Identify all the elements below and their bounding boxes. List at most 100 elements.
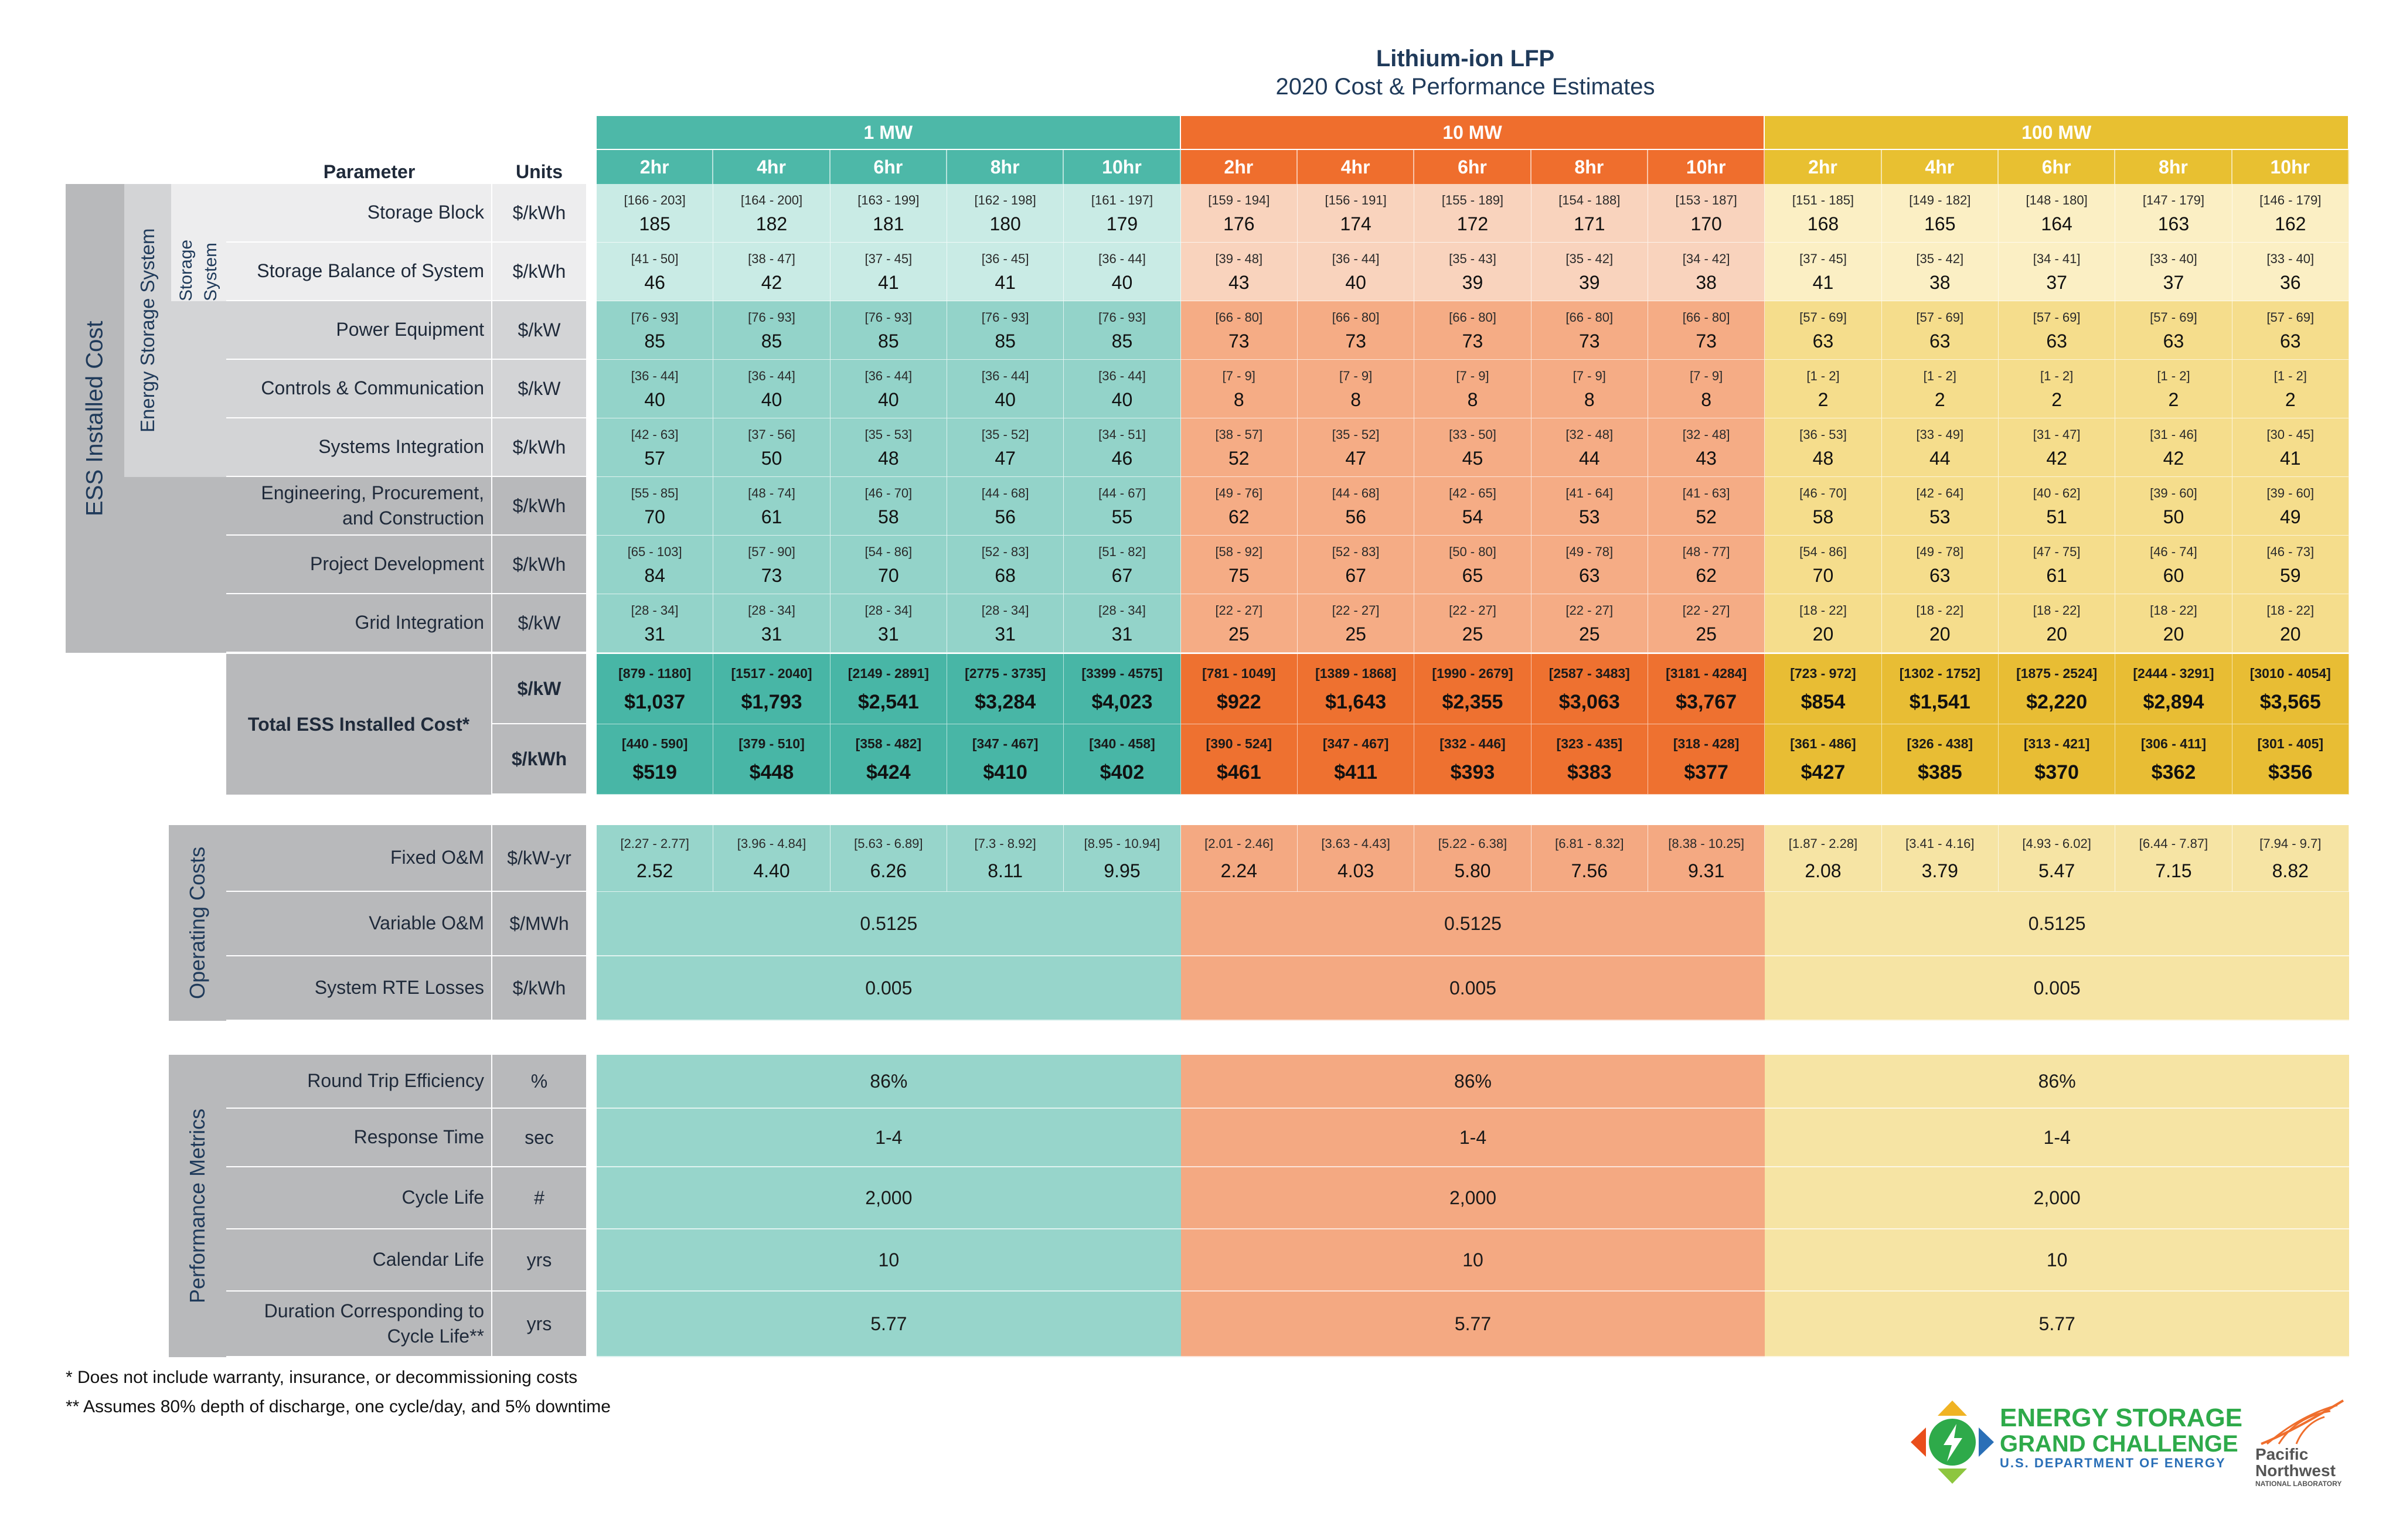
total-value-text: $2,355 <box>1442 691 1503 713</box>
total-value-text: $410 <box>983 761 1027 783</box>
range-text: [163 - 199] <box>857 192 920 207</box>
merged-value: 86% <box>597 1055 1181 1109</box>
unit-label: $/kWh <box>492 184 586 243</box>
value-text: 40 <box>644 389 665 411</box>
table-cell: [46 - 70] 58 <box>830 477 947 536</box>
unit-label: $/kW-yr <box>492 825 586 892</box>
table-cell: [57 - 69] 63 <box>2115 301 2232 360</box>
table-cell: [33 - 50] 45 <box>1414 418 1531 477</box>
range-text: [42 - 63] <box>631 427 679 442</box>
range-text: [36 - 44] <box>1332 251 1380 266</box>
range-text: [36 - 44] <box>631 368 679 383</box>
total-range-text: [1990 - 2679] <box>1432 666 1513 681</box>
range-text: [36 - 44] <box>1098 251 1146 266</box>
value-text: 31 <box>1111 624 1133 645</box>
duration-header: 10hr <box>1648 150 1765 184</box>
value-text: 179 <box>1106 213 1138 235</box>
table-cell: [76 - 93] 85 <box>713 301 831 360</box>
duration-header: 6hr <box>1414 150 1531 184</box>
total-range-text: [379 - 510] <box>738 736 805 751</box>
total-range-text: [390 - 524] <box>1206 736 1272 751</box>
range-text: [35 - 53] <box>865 427 913 442</box>
total-value-text: $385 <box>1917 761 1962 783</box>
total-cell: [1517 - 2040] $1,793 <box>713 654 831 724</box>
range-text: [7 - 9] <box>1573 368 1606 383</box>
table-cell: [28 - 34] 31 <box>830 594 947 653</box>
value-text: 41 <box>878 272 899 294</box>
table-cell: [28 - 34] 31 <box>1064 594 1181 653</box>
total-range-text: [318 - 428] <box>1673 736 1740 751</box>
value-text: 8.11 <box>988 860 1023 881</box>
unit-label: % <box>492 1055 586 1109</box>
range-text: [42 - 65] <box>1449 485 1496 500</box>
total-value-text: $356 <box>2268 761 2313 783</box>
value-text: 48 <box>878 448 899 469</box>
range-text: [36 - 44] <box>981 368 1029 383</box>
range-text: [33 - 49] <box>1916 427 1964 442</box>
range-text: [5.22 - 6.38] <box>1438 836 1507 851</box>
total-range-text: [301 - 405] <box>2257 736 2324 751</box>
table-cell: [66 - 80] 73 <box>1297 301 1415 360</box>
parameter-label: Storage Balance of System <box>226 243 492 301</box>
range-text: [18 - 22] <box>2266 602 2315 618</box>
range-text: [54 - 86] <box>865 544 913 559</box>
operating-costs-label: Operating Costs <box>185 846 209 1000</box>
value-text: 54 <box>1462 506 1483 528</box>
mw-group-header: 10 MW <box>1180 116 1765 149</box>
range-text: [28 - 34] <box>1098 602 1146 618</box>
table-cell: [35 - 42] 39 <box>1531 243 1648 301</box>
table-cell: [36 - 45] 41 <box>947 243 1064 301</box>
parameter-label: Grid Integration <box>226 594 492 653</box>
value-text: 40 <box>1345 272 1366 294</box>
total-value-text: $427 <box>1801 761 1846 783</box>
total-cell: [379 - 510] $448 <box>713 724 831 795</box>
table-cell: [36 - 44] 40 <box>713 360 831 418</box>
table-cell: [1 - 2] 2 <box>2232 360 2349 418</box>
total-value-text: $3,284 <box>975 691 1036 713</box>
range-text: [39 - 60] <box>2150 485 2197 500</box>
value-text: 48 <box>1812 448 1834 469</box>
table-cell: [57 - 69] 63 <box>1998 301 2116 360</box>
merged-value: 1-4 <box>1180 1109 1765 1167</box>
total-range-text: [358 - 482] <box>855 736 922 751</box>
esgc-emblem-icon <box>1911 1401 1994 1484</box>
table-cell: [146 - 179] 162 <box>2232 184 2349 243</box>
value-text: 44 <box>1929 448 1951 469</box>
range-text: [1 - 2] <box>1923 368 1956 383</box>
table-cell: [49 - 76] 62 <box>1180 477 1298 536</box>
ess-installed-cost-label: ESS Installed Cost <box>81 321 108 516</box>
merged-value: 0.005 <box>1180 956 1765 1021</box>
parameter-label: Cycle Life <box>226 1167 492 1229</box>
value-text: 58 <box>1812 506 1834 528</box>
value-text: 40 <box>995 389 1016 411</box>
range-text: [35 - 52] <box>1332 427 1380 442</box>
table-cell: [57 - 90] 73 <box>713 536 831 594</box>
value-text: 176 <box>1223 213 1255 235</box>
total-cell: [340 - 458] $402 <box>1064 724 1181 795</box>
range-text: [7 - 9] <box>1456 368 1489 383</box>
duration-header: 6hr <box>830 150 947 184</box>
total-value-text: $1,037 <box>624 691 686 713</box>
merged-value: 10 <box>1180 1229 1765 1292</box>
value-text: 25 <box>1228 624 1250 645</box>
table-cell: [57 - 69] 63 <box>1881 301 1999 360</box>
table-cell: [66 - 80] 73 <box>1414 301 1531 360</box>
value-text: 62 <box>1696 565 1717 587</box>
range-text: [1 - 2] <box>2274 368 2307 383</box>
table-cell: [36 - 44] 40 <box>1064 360 1181 418</box>
value-text: 9.95 <box>1104 860 1141 881</box>
value-text: 8 <box>1350 389 1362 411</box>
range-text: [57 - 69] <box>2266 309 2315 325</box>
table-cell: [18 - 22] 20 <box>2115 594 2232 653</box>
value-text: 8 <box>1701 389 1712 411</box>
total-unit-label: $/kWh <box>492 724 586 795</box>
total-value-text: $1,793 <box>741 691 802 713</box>
range-text: [8.95 - 10.94] <box>1084 836 1160 851</box>
unit-label: $/kWh <box>492 243 586 301</box>
merged-value: 10 <box>1765 1229 2349 1292</box>
table-cell: [41 - 50] 46 <box>597 243 714 301</box>
value-text: 70 <box>644 506 665 528</box>
table-cell: [49 - 78] 63 <box>1881 536 1999 594</box>
mw-group-header: 100 MW <box>1765 116 2349 149</box>
duration-header: 2hr <box>1765 150 1882 184</box>
